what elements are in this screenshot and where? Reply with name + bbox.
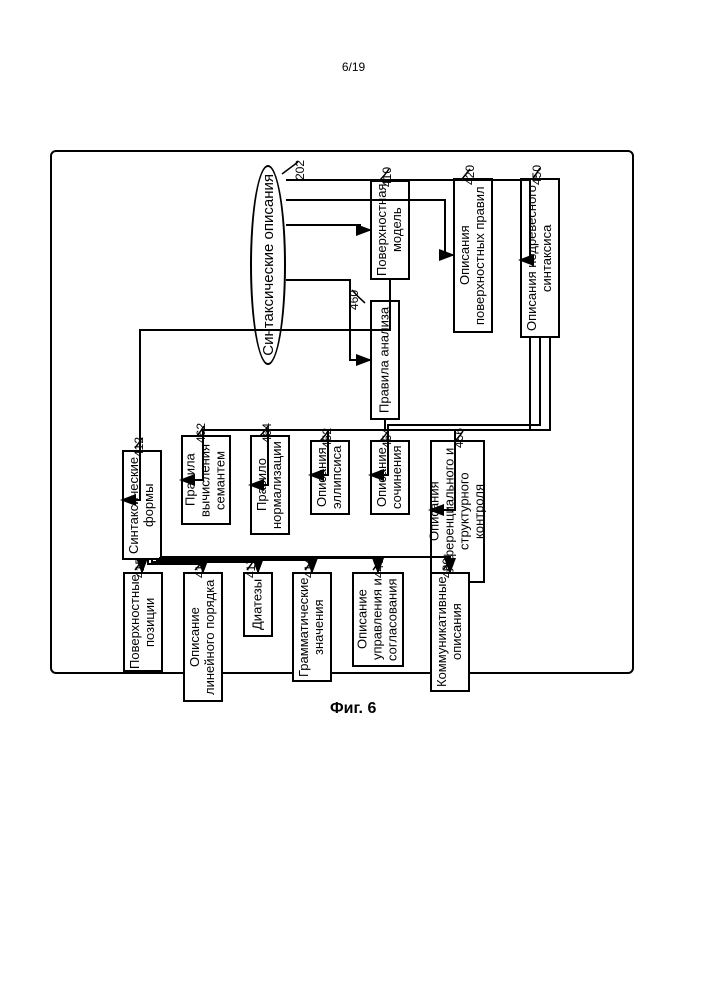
diagram-edges [50,150,630,670]
figure-caption: Фиг. 6 [330,700,376,718]
page-number: 6/19 [342,60,365,74]
